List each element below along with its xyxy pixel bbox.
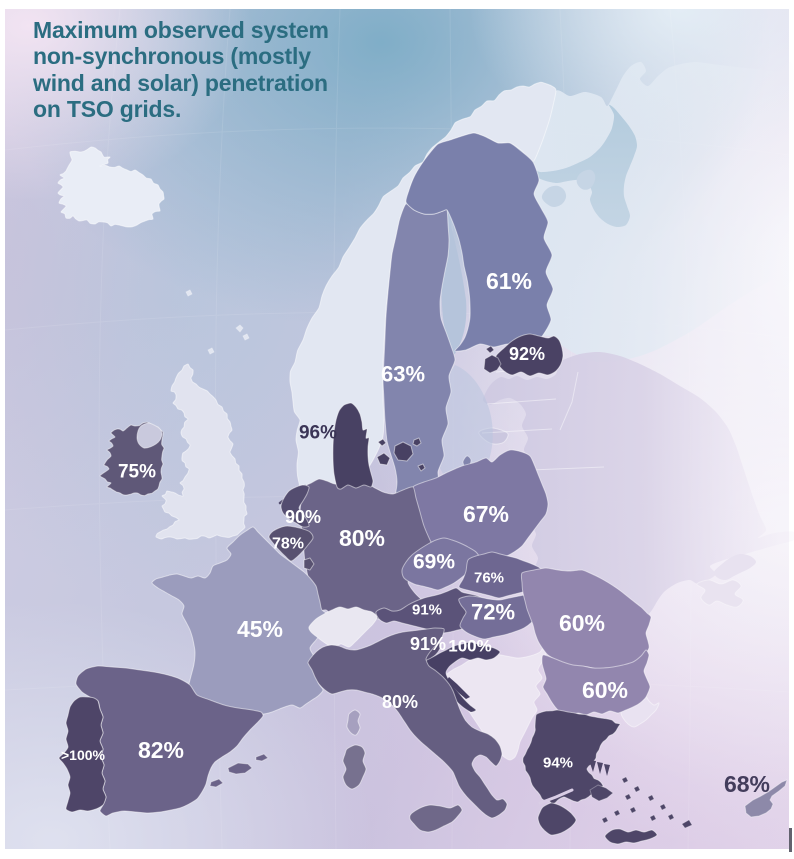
svg-text:63%: 63% — [381, 362, 425, 387]
svg-text:>100%: >100% — [61, 747, 106, 763]
svg-text:72%: 72% — [471, 600, 515, 625]
svg-text:80%: 80% — [382, 692, 418, 712]
svg-text:60%: 60% — [582, 677, 628, 703]
svg-text:69%: 69% — [413, 551, 455, 574]
svg-text:60%: 60% — [559, 610, 605, 636]
svg-text:76%: 76% — [474, 570, 504, 587]
svg-text:82%: 82% — [138, 737, 184, 763]
svg-text:92%: 92% — [509, 344, 545, 364]
svg-text:61%: 61% — [486, 268, 532, 294]
svg-text:90%: 90% — [285, 507, 321, 527]
svg-text:45%: 45% — [237, 616, 283, 642]
svg-text:80%: 80% — [339, 525, 385, 551]
svg-text:91%: 91% — [410, 634, 446, 654]
svg-text:67%: 67% — [463, 501, 509, 527]
svg-text:78%: 78% — [272, 536, 304, 553]
svg-text:75%: 75% — [118, 462, 156, 483]
svg-text:91%: 91% — [412, 602, 442, 619]
svg-text:68%: 68% — [724, 771, 770, 797]
svg-text:94%: 94% — [543, 755, 573, 772]
svg-text:96%: 96% — [299, 423, 337, 444]
svg-text:100%: 100% — [448, 637, 491, 656]
